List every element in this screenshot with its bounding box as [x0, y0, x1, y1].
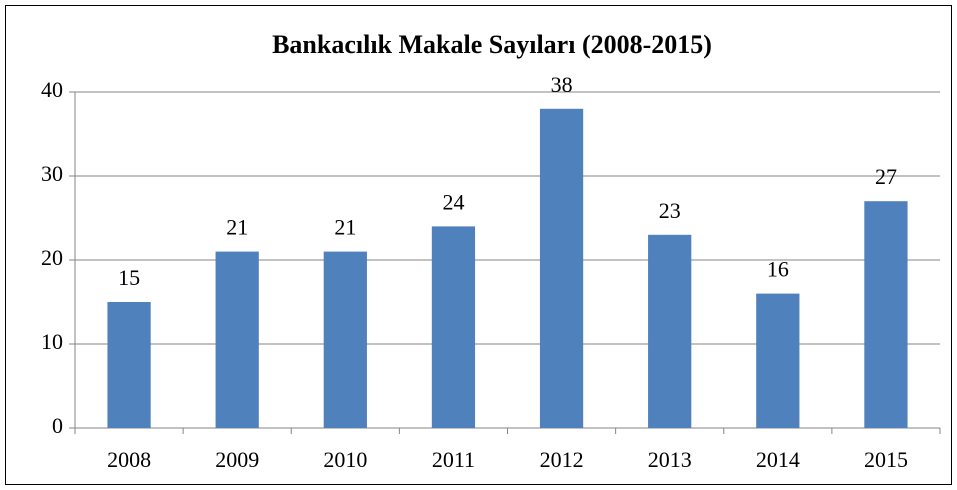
x-tick-label: 2014 [756, 447, 800, 472]
y-tick-label: 30 [41, 161, 63, 186]
x-tick-label: 2009 [215, 447, 259, 472]
data-label: 16 [767, 257, 789, 282]
data-label: 27 [875, 164, 897, 189]
y-tick-label: 40 [41, 77, 63, 102]
x-tick-label: 2010 [323, 447, 367, 472]
bar [648, 234, 692, 428]
x-tick-label: 2015 [864, 447, 908, 472]
data-label: 38 [551, 72, 573, 97]
x-tick-label: 2008 [107, 447, 151, 472]
bar [864, 201, 908, 428]
bar [107, 302, 151, 428]
data-label: 23 [659, 198, 681, 223]
y-tick-label: 20 [41, 245, 63, 270]
data-label: 21 [226, 215, 248, 240]
chart-title: Bankacılık Makale Sayıları (2008-2015) [272, 30, 712, 59]
bar [539, 108, 584, 429]
bar [756, 293, 800, 428]
y-tick-label: 10 [41, 329, 63, 354]
data-label: 15 [118, 265, 140, 290]
data-label: 24 [442, 189, 464, 214]
bar [215, 251, 259, 428]
x-tick-label: 2012 [540, 447, 584, 472]
data-label: 21 [334, 215, 356, 240]
x-tick-label: 2013 [648, 447, 692, 472]
bar [323, 251, 367, 428]
x-tick-label: 2011 [432, 447, 475, 472]
bar [431, 226, 476, 428]
y-tick-label: 0 [52, 413, 63, 438]
